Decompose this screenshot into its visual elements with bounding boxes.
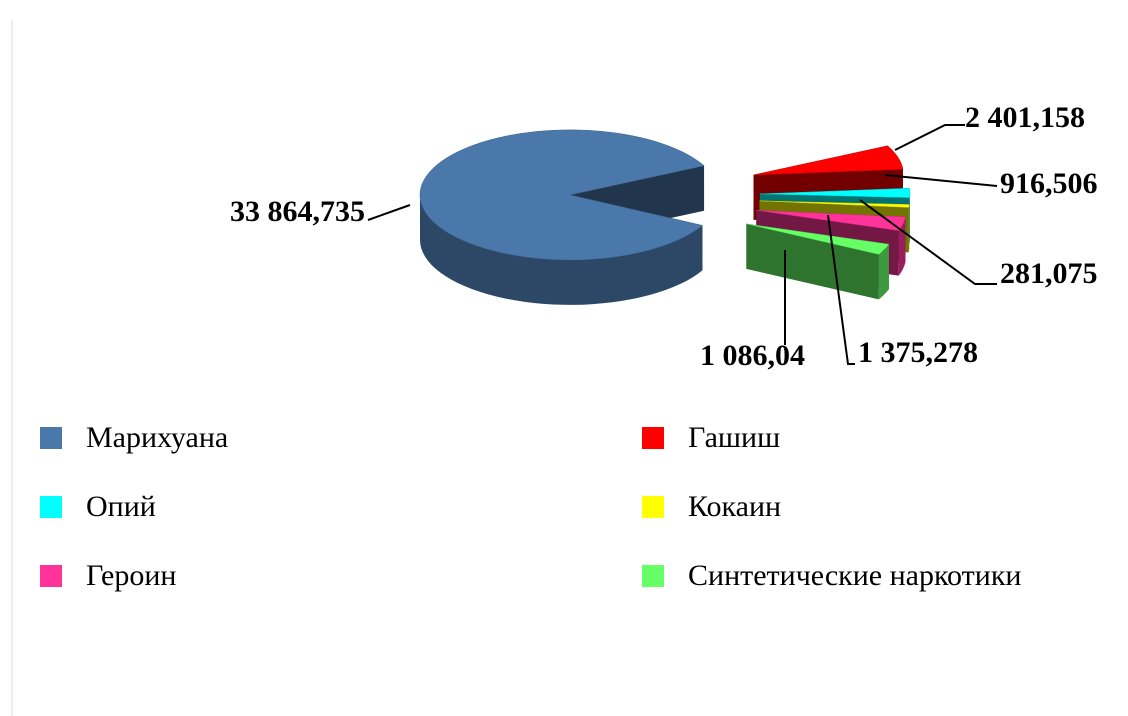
legend-label: Синтетические наркотики (688, 559, 1021, 592)
legend-swatch (40, 565, 62, 587)
data-label: 281,075 (1000, 257, 1098, 290)
legend-label: Опий (86, 490, 156, 523)
slice-wall (746, 223, 879, 300)
legend-label: Марихуана (86, 421, 228, 454)
data-label: 1 375,278 (858, 336, 978, 369)
leader-line (884, 174, 998, 187)
slice-side (420, 194, 703, 305)
data-label: 33 864,735 (230, 195, 365, 228)
legend-swatch (40, 427, 62, 449)
legend-swatch (40, 496, 62, 518)
legend-label: Героин (86, 559, 176, 592)
slice (419, 129, 705, 261)
legend-swatch (642, 427, 664, 449)
legend-swatch (642, 565, 664, 587)
legend-label: Гашиш (688, 421, 780, 454)
slice (759, 200, 910, 208)
legend-label: Кокаин (688, 490, 781, 523)
leader-line (827, 214, 855, 365)
data-label: 2 401,158 (965, 101, 1085, 134)
data-label: 1 086,04 (700, 339, 805, 372)
slice (753, 145, 904, 176)
data-label: 916,506 (1000, 167, 1098, 200)
leader-line (894, 124, 965, 151)
slice-side (908, 204, 910, 253)
leader-line (859, 199, 997, 285)
slice (746, 223, 890, 255)
slice-side (878, 244, 889, 300)
slice (759, 187, 911, 198)
legend-swatch (642, 496, 664, 518)
leader-line (367, 204, 411, 221)
